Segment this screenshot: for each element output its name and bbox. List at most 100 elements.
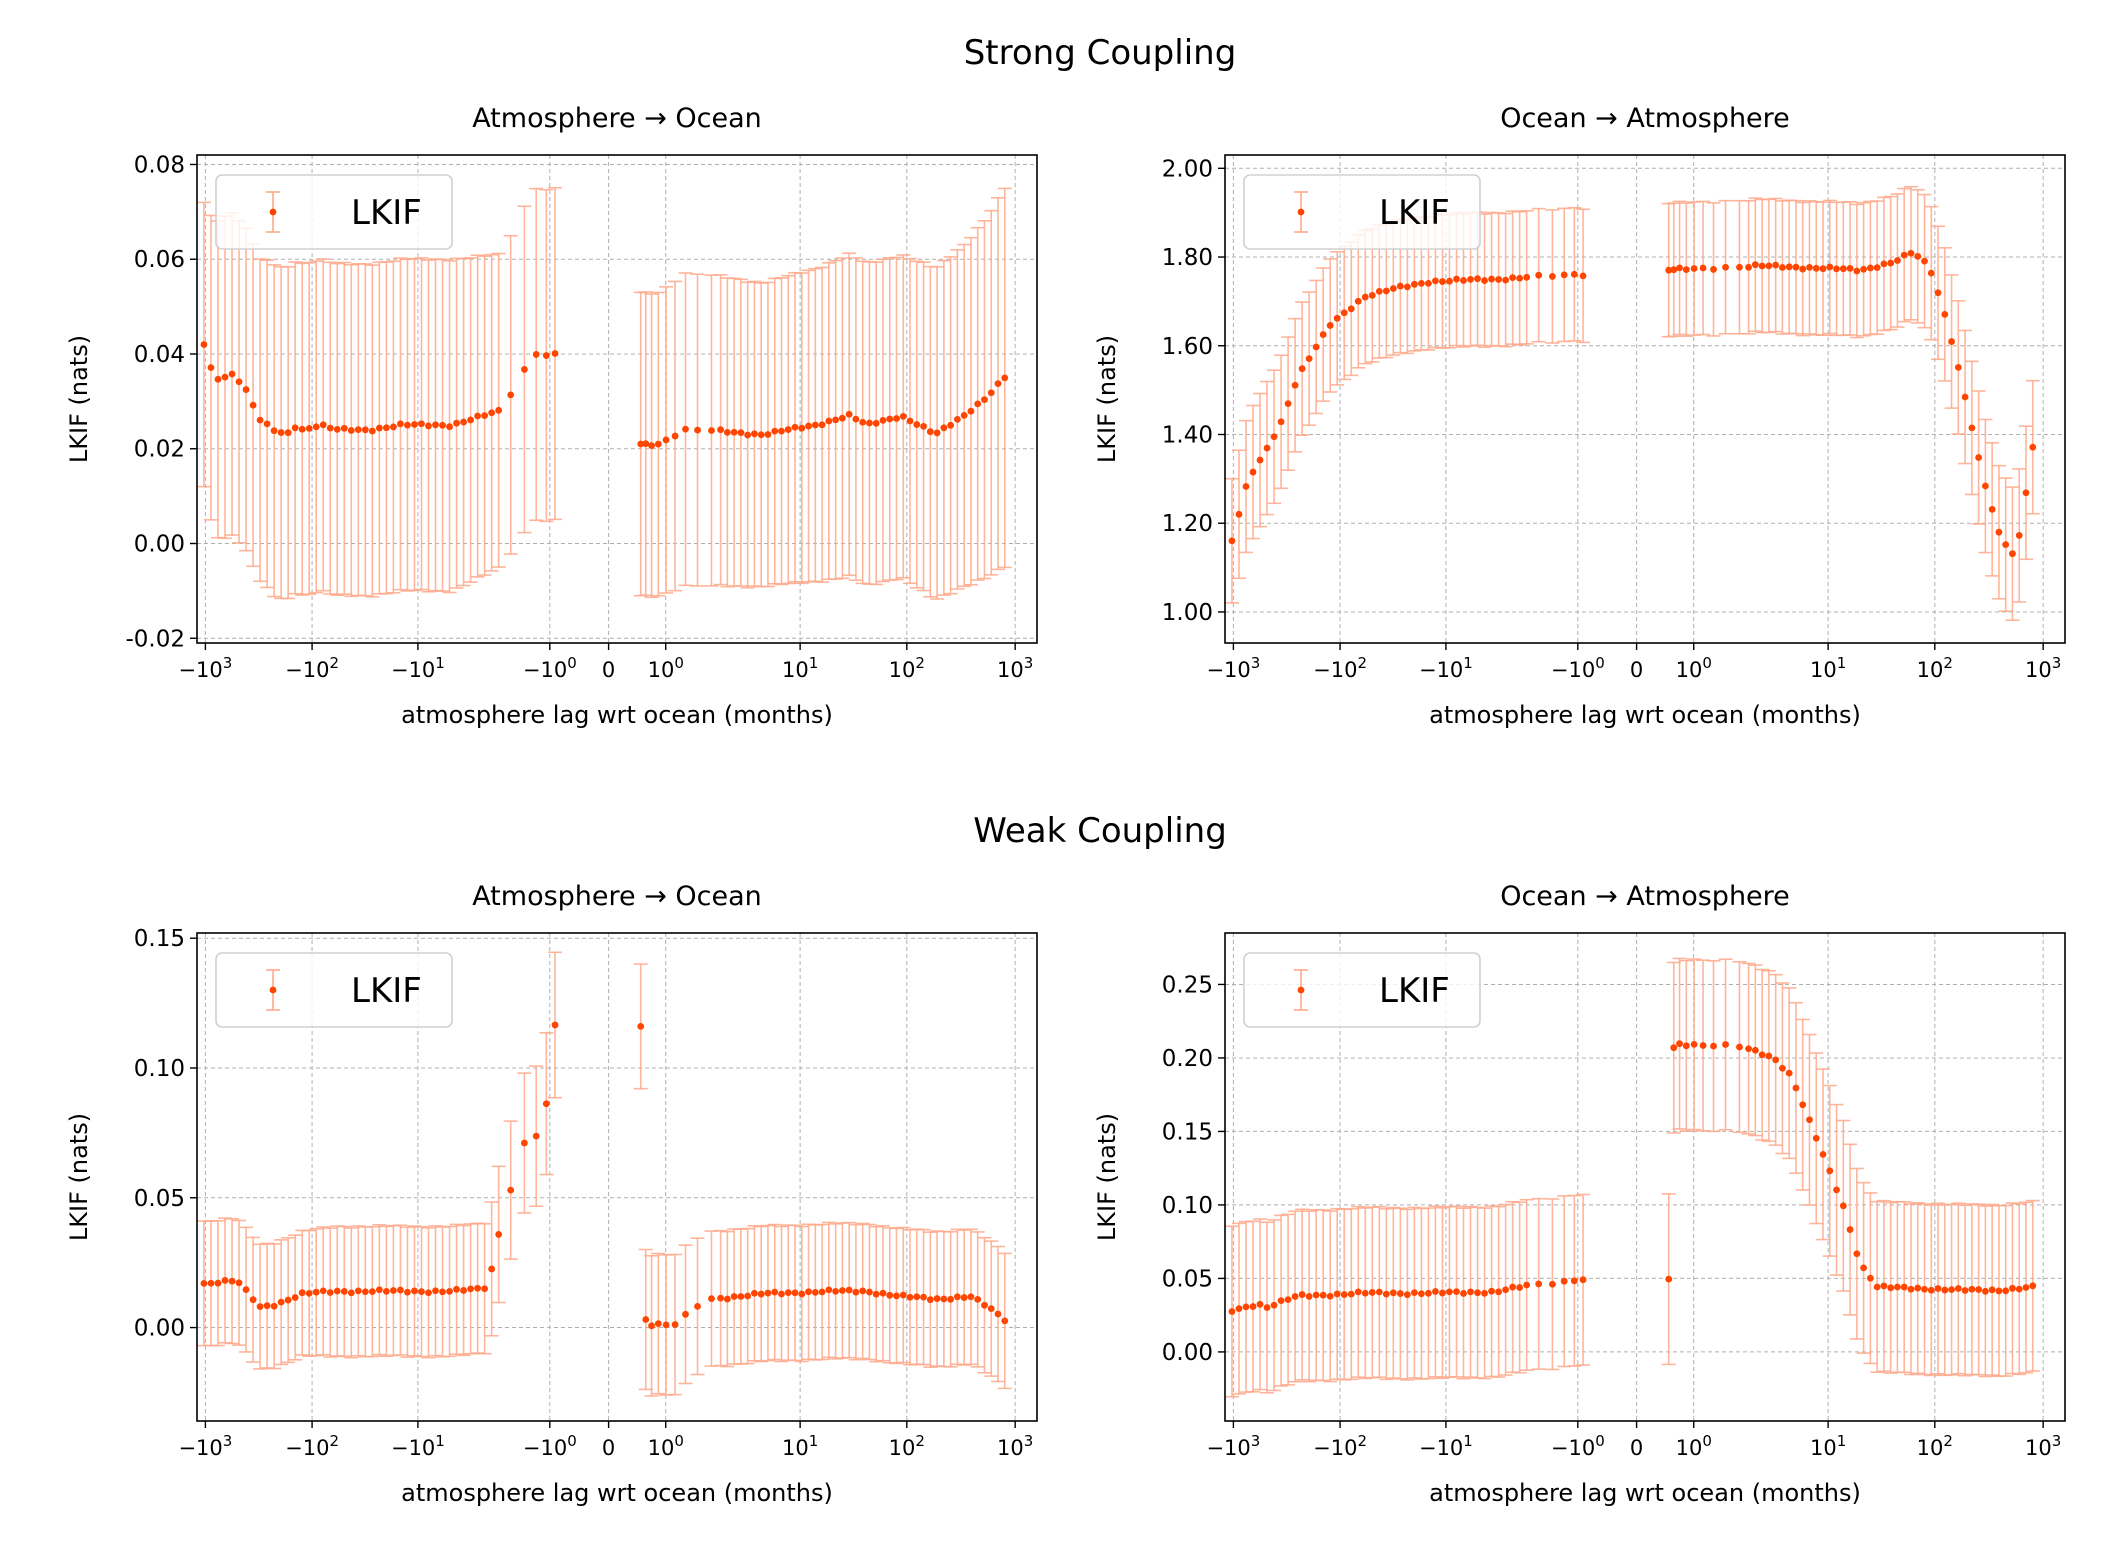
data-point [1410, 1289, 1418, 1297]
data-point [1860, 1264, 1868, 1272]
data-point [1900, 251, 1908, 259]
data-point [2009, 1284, 2016, 1292]
data-point [886, 1291, 894, 1299]
x-tick-label: −102 [285, 654, 339, 682]
x-tick-label: −103 [178, 1432, 232, 1460]
data-point [1676, 1040, 1683, 1048]
data-point [737, 429, 745, 437]
data-point [1961, 1287, 1969, 1294]
data-point [1446, 277, 1453, 285]
data-point [1954, 1285, 1962, 1292]
data-point [805, 422, 812, 430]
data-point [1509, 1283, 1517, 1291]
axes-frame [1224, 932, 2066, 1422]
data-point [340, 1288, 348, 1295]
x-tick-label: 0 [1630, 1436, 1643, 1460]
data-point [1921, 1285, 1928, 1293]
data-point [495, 1231, 503, 1238]
data-point [521, 366, 528, 373]
data-point [1665, 1275, 1673, 1283]
data-point [1968, 1285, 1976, 1293]
data-point [1446, 1288, 1453, 1296]
subplot-title: Atmosphere → Ocean [472, 881, 762, 912]
x-axis-label: atmosphere lag wrt ocean (months) [401, 1479, 833, 1507]
data-point [1758, 1051, 1766, 1059]
data-point [1710, 1042, 1717, 1050]
x-tick-label: −100 [1551, 654, 1605, 682]
x-tick-label: 100 [648, 1432, 684, 1460]
data-point [1846, 1226, 1854, 1233]
data-point [1523, 1281, 1531, 1289]
data-point [811, 1289, 819, 1296]
x-tick-label: 0 [602, 658, 615, 682]
data-point [1460, 277, 1467, 284]
panel-strong-ocean-to-atmosphere: 1.00 1.20 1.40 1.60 1.80 2.00 −103 −102 −101 −100… [1093, 103, 2066, 729]
data-point [926, 1296, 934, 1304]
y-tick-label: 0.10 [1162, 1193, 1213, 1219]
data-point [866, 419, 873, 427]
data-point [717, 426, 724, 434]
data-point [859, 418, 867, 426]
data-point [542, 1100, 550, 1108]
data-point [893, 1292, 900, 1300]
data-point [717, 1294, 724, 1302]
data-point [1418, 279, 1425, 287]
data-point [1495, 1288, 1502, 1296]
x-tick-label: −101 [1419, 654, 1473, 682]
data-point [214, 1279, 222, 1287]
data-point [404, 1288, 411, 1296]
data-point [893, 415, 900, 422]
x-tick-label: 103 [997, 654, 1033, 682]
data-point [906, 1293, 914, 1301]
data-point [757, 431, 765, 439]
y-tick-label: 1.20 [1162, 511, 1213, 537]
data-point [2015, 1285, 2023, 1293]
legend-label: LKIF [1379, 971, 1450, 1011]
data-point [1382, 287, 1390, 295]
data-point [1291, 381, 1299, 389]
data-point [460, 418, 467, 426]
data-point [1284, 400, 1292, 408]
data-point [981, 1301, 988, 1309]
data-point [305, 424, 313, 432]
data-point [1676, 264, 1683, 272]
data-point [432, 421, 439, 429]
data-point [1453, 275, 1460, 283]
data-point [1312, 343, 1320, 351]
x-tick-label: 100 [1676, 1432, 1712, 1460]
y-axis-label: LKIF (nats) [65, 335, 93, 463]
data-point [1354, 297, 1362, 305]
data-point [312, 1288, 320, 1296]
data-point [662, 1321, 670, 1329]
data-point [284, 1296, 292, 1304]
data-point [1880, 1282, 1888, 1290]
data-point [1948, 338, 1955, 345]
panel-weak-atmosphere-to-ocean: 0.00 0.05 0.10 0.15 −103 −102 −101 −100 0 100 101 1… [65, 881, 1038, 1507]
data-point [1305, 355, 1313, 363]
data-point [1396, 1290, 1404, 1297]
data-point [1826, 263, 1834, 271]
data-point [1887, 1284, 1895, 1292]
data-point [778, 427, 785, 435]
data-point [425, 1289, 432, 1297]
data-point [1792, 263, 1800, 271]
data-point [425, 422, 432, 430]
data-point [1347, 1290, 1355, 1298]
data-point [2002, 541, 2010, 549]
data-point [1256, 456, 1264, 464]
data-point [960, 411, 968, 419]
data-point [682, 1310, 689, 1318]
data-point [1516, 1284, 1524, 1291]
data-point [784, 1289, 792, 1297]
data-point [1340, 309, 1348, 317]
data-point [1812, 264, 1820, 272]
data-point [798, 1290, 806, 1298]
data-point [446, 423, 453, 431]
data-point [967, 407, 975, 415]
data-point [751, 430, 758, 438]
data-point [207, 364, 215, 372]
data-point [2022, 489, 2030, 497]
data-point [1242, 1303, 1250, 1311]
y-tick-label: 0.04 [134, 342, 185, 368]
data-point [899, 412, 907, 420]
